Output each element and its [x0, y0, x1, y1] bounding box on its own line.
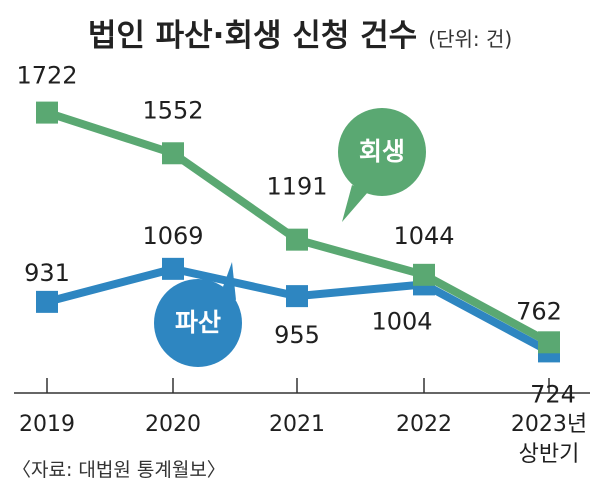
source-note: 〈자료: 대법원 통계월보〉 — [12, 459, 226, 481]
bubble-label-bankruptcy: 파산 — [175, 308, 221, 337]
data-point — [162, 257, 184, 280]
data-label: 762 — [516, 297, 562, 325]
bubble-rehab — [338, 108, 426, 196]
data-point — [538, 331, 560, 354]
data-label: 1552 — [142, 96, 203, 124]
chart-title-main: 법인 파산·회생 신청 건수 — [88, 18, 417, 54]
data-point — [286, 285, 308, 308]
data-label: 1069 — [142, 222, 203, 250]
value-labels: 1722 1552 1191 1044 762 931 1069 955 1004 724 — [16, 62, 575, 409]
data-label: 1191 — [266, 173, 327, 201]
bubble-tail — [342, 185, 368, 222]
chart-title: 법인 파산·회생 신청 건수 (단위: 건) — [88, 18, 512, 54]
bubble-bankruptcy — [154, 279, 242, 367]
x-tick-label: 2023년 상반기 — [511, 412, 587, 467]
x-tick-label: 2020 — [145, 412, 201, 437]
data-label: 724 — [530, 380, 576, 408]
x-tick-label: 2019 — [19, 412, 75, 437]
x-tick-labels: 2019 2020 2021 2022 2023년 상반기 — [19, 412, 587, 467]
x-tick-label: 2022 — [396, 412, 452, 437]
data-label: 955 — [274, 321, 320, 349]
data-label: 1044 — [393, 222, 454, 250]
data-point — [162, 142, 184, 165]
data-point — [36, 290, 58, 313]
data-point — [413, 263, 435, 286]
data-point — [286, 228, 308, 251]
x-tick-label: 2021 — [269, 412, 325, 437]
data-point — [36, 101, 58, 124]
bubble-label-rehab: 회생 — [359, 137, 405, 166]
axes — [14, 378, 590, 394]
data-label: 1722 — [16, 62, 77, 90]
data-label: 931 — [24, 259, 70, 287]
data-label: 1004 — [371, 307, 432, 335]
series-layer — [36, 101, 560, 363]
chart-title-unit: (단위: 건) — [428, 27, 512, 51]
